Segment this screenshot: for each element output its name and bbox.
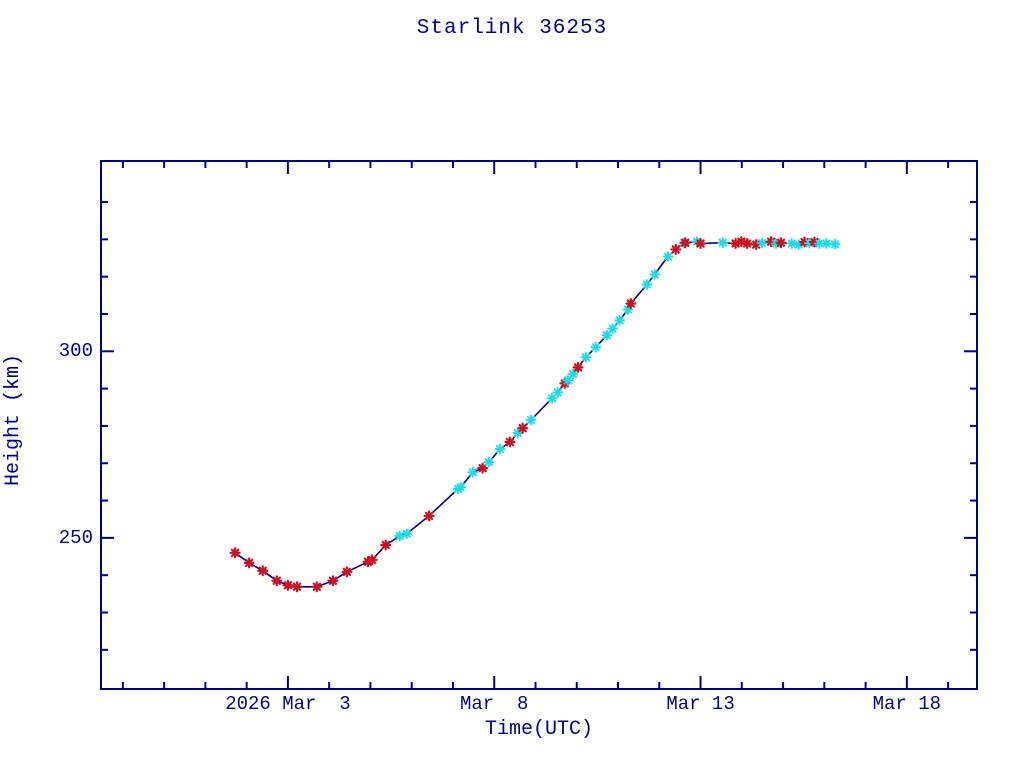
data-point-marker-cyan xyxy=(756,237,768,249)
data-point-marker-red xyxy=(291,581,303,593)
data-point-marker-cyan xyxy=(649,269,661,280)
data-point-marker-cyan xyxy=(467,466,479,478)
data-point-marker-cyan xyxy=(786,238,798,249)
y-tick-label-250: 250 xyxy=(58,526,93,549)
data-point-marker-cyan xyxy=(601,329,613,341)
x-tick-label-mar8: Mar 8 xyxy=(460,693,529,715)
data-point-marker-cyan xyxy=(580,351,592,363)
data-point-marker-cyan xyxy=(567,368,579,380)
data-point-marker-red xyxy=(423,510,435,522)
data-point-marker-cyan xyxy=(562,375,574,386)
data-point-marker-red xyxy=(517,422,529,434)
data-point-marker-red xyxy=(477,462,489,474)
data-point-marker-cyan xyxy=(641,279,653,290)
data-point-marker-red xyxy=(695,237,707,249)
y-tick-label-300: 300 xyxy=(58,340,93,363)
x-tick-label-mar3: 2026 Mar 3 xyxy=(225,693,351,715)
data-point-marker-red xyxy=(243,557,255,569)
data-point-marker-cyan xyxy=(717,237,729,249)
data-point-marker-cyan xyxy=(494,443,506,455)
data-point-marker-red xyxy=(679,237,691,249)
data-point-marker-red xyxy=(257,565,269,577)
data-point-marker-red xyxy=(741,237,753,249)
data-point-marker-red xyxy=(366,554,378,566)
data-point-marker-red xyxy=(341,566,353,578)
data-point-marker-red xyxy=(670,243,682,255)
x-axis-label: Time(UTC) xyxy=(484,718,594,741)
data-point-marker-red xyxy=(282,579,294,591)
data-point-marker-red xyxy=(327,575,339,587)
data-point-marker-red xyxy=(271,575,283,587)
data-point-marker-red xyxy=(229,547,241,559)
data-point-marker-cyan xyxy=(483,456,495,468)
axis-frame xyxy=(100,160,978,690)
data-point-marker-cyan xyxy=(821,238,832,249)
data-point-marker-red xyxy=(380,539,392,551)
data-point-marker-cyan xyxy=(401,528,413,540)
height-curve xyxy=(234,240,836,588)
data-point-marker-cyan xyxy=(455,481,467,493)
data-point-marker-red xyxy=(572,361,584,373)
chart-title: Starlink 36253 xyxy=(416,17,608,40)
data-point-marker-cyan xyxy=(829,238,841,250)
data-point-marker-red xyxy=(311,581,323,593)
data-point-marker-cyan xyxy=(590,341,602,353)
data-point-marker-red xyxy=(775,237,787,249)
data-point-marker-cyan xyxy=(607,323,619,334)
data-point-marker-cyan xyxy=(662,251,674,262)
data-point-marker-cyan xyxy=(614,314,626,326)
data-point-marker-cyan xyxy=(552,386,564,398)
x-tick-label-mar13: Mar 13 xyxy=(666,693,735,715)
data-point-marker-cyan xyxy=(525,414,537,426)
data-point-marker-red xyxy=(504,436,516,448)
data-point-marker-red xyxy=(625,298,637,310)
x-tick-label-mar18: Mar 18 xyxy=(872,693,942,715)
data-point-marker-cyan xyxy=(546,392,558,404)
